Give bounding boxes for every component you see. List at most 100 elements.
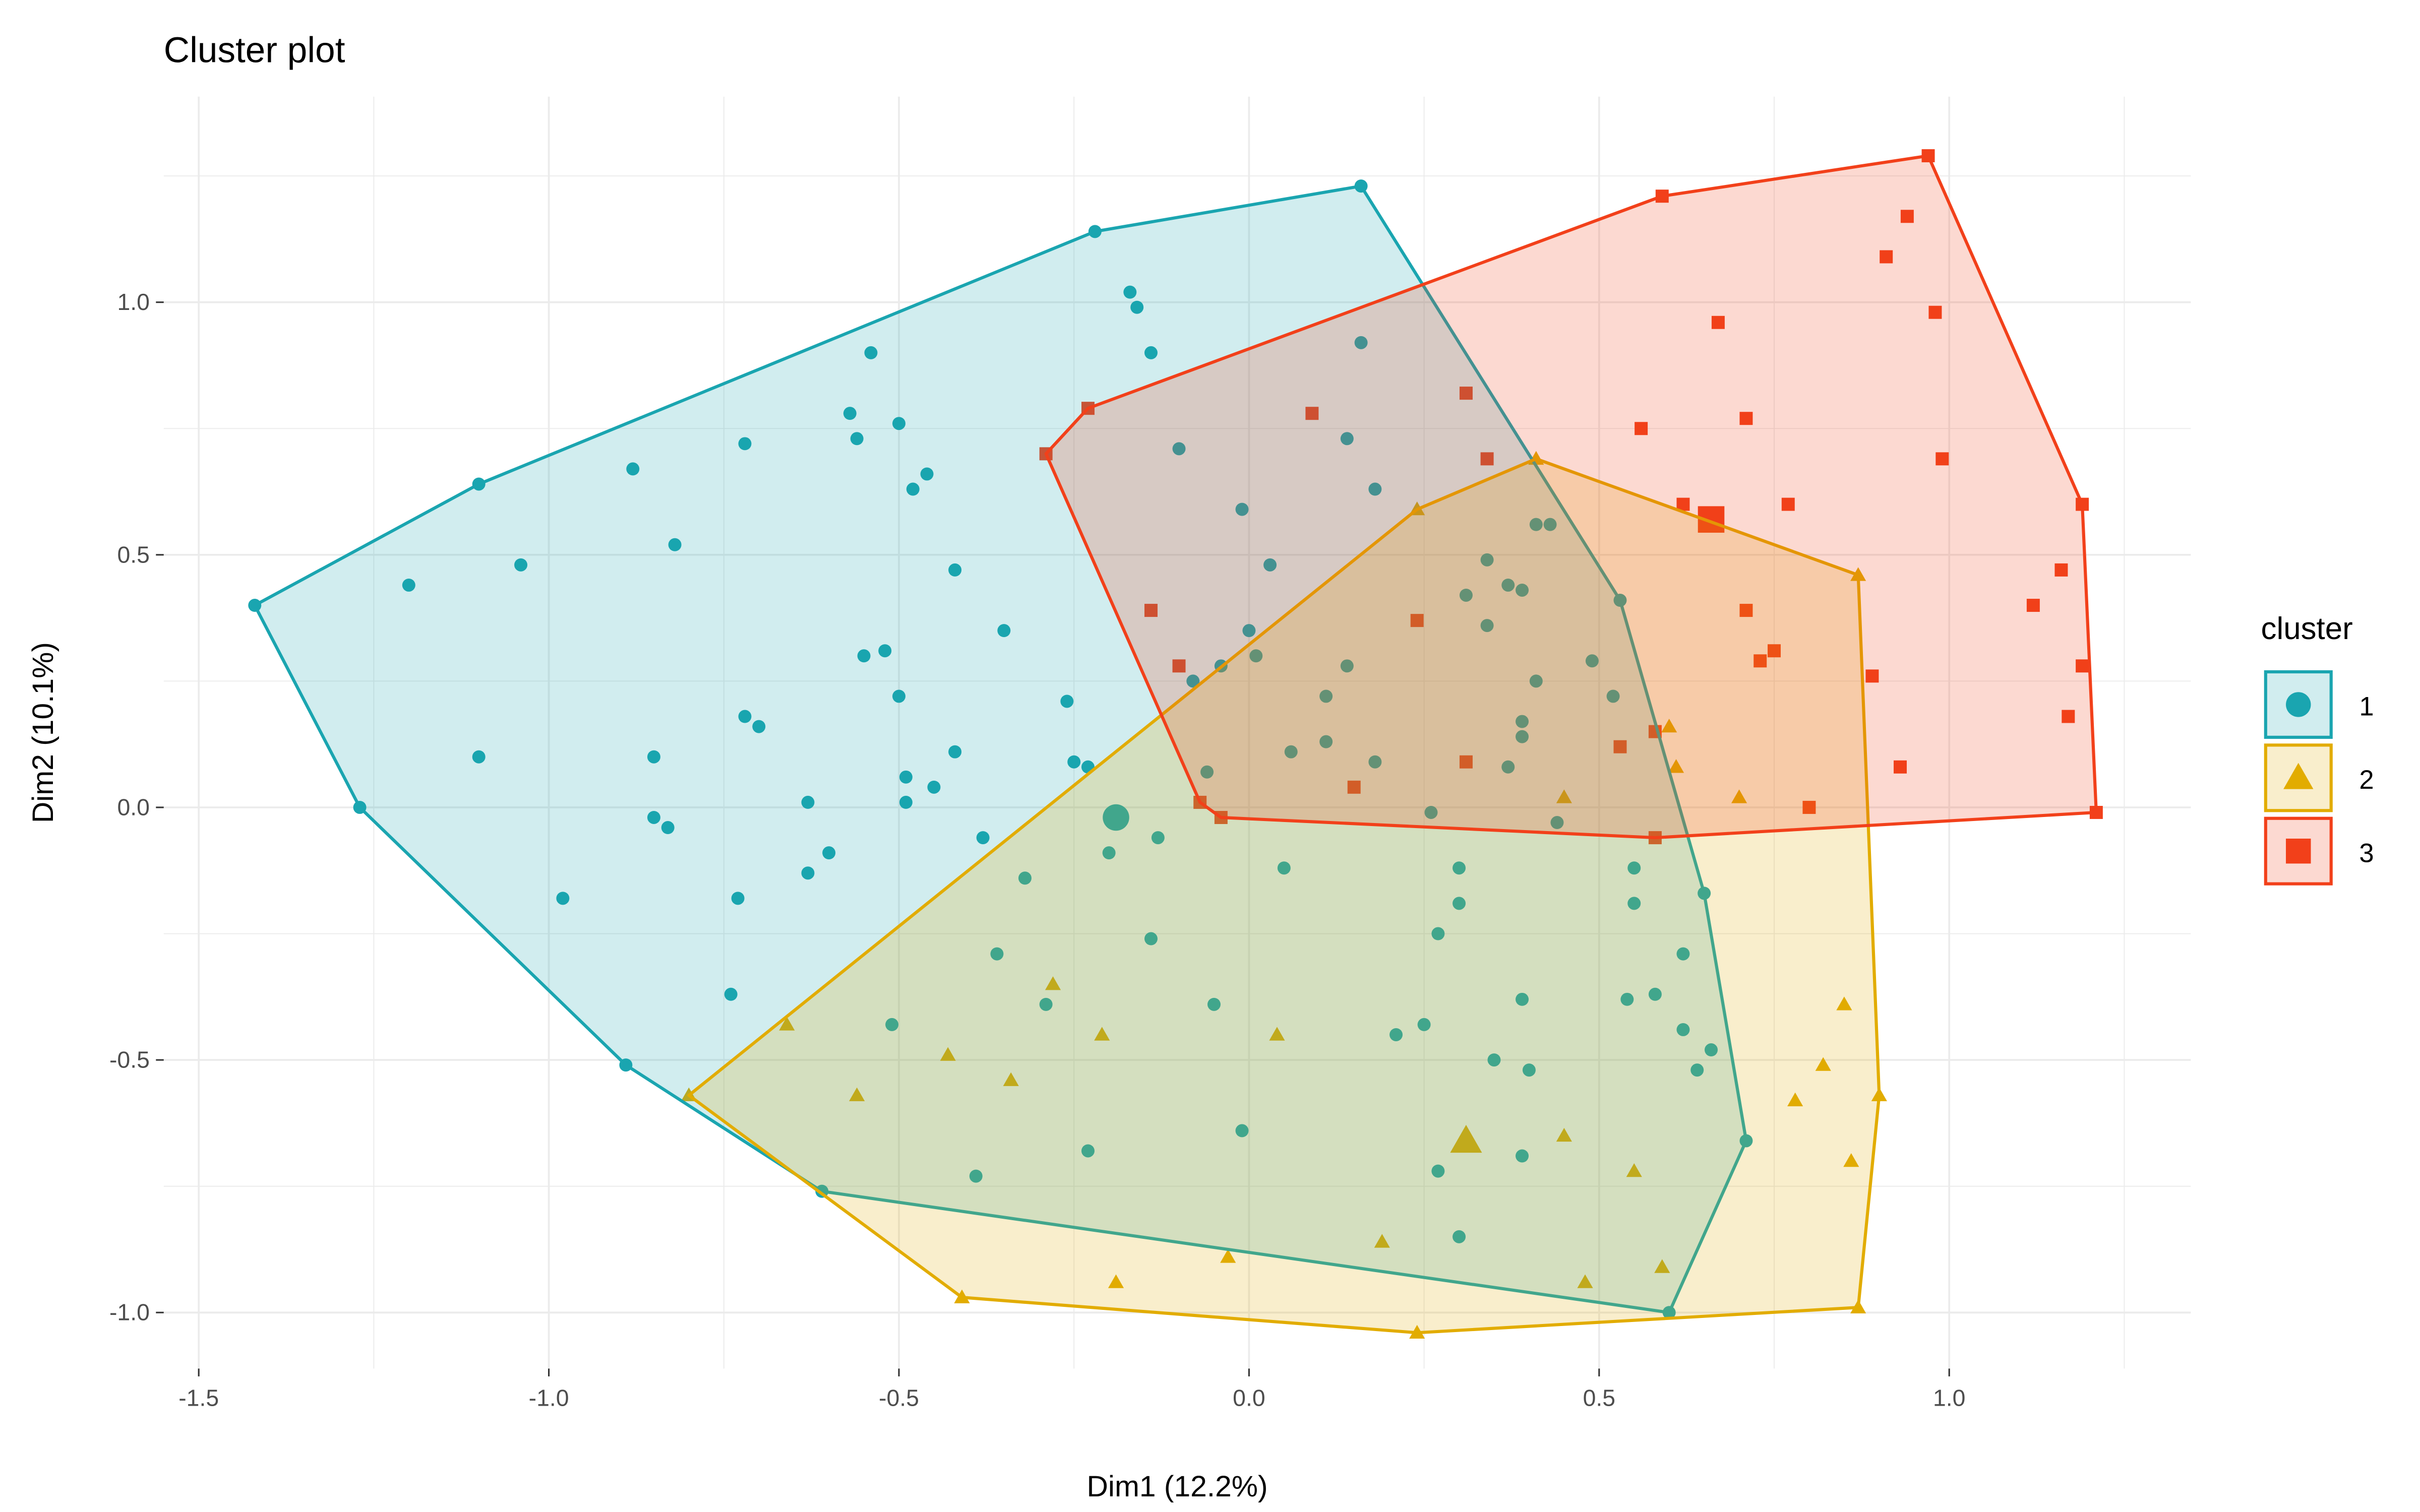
cluster-1-point	[1516, 992, 1529, 1006]
cluster-3-point	[1711, 316, 1725, 329]
cluster-3-point	[1739, 604, 1753, 617]
cluster-1-point	[1529, 674, 1543, 688]
cluster-1-point	[556, 892, 570, 905]
cluster-1-point	[801, 866, 815, 880]
cluster-1-point	[885, 1018, 899, 1031]
cluster-1-point	[1627, 897, 1641, 910]
cluster-1-point	[661, 821, 675, 835]
cluster-1-point	[1144, 932, 1158, 946]
cluster-1-point	[1529, 518, 1543, 531]
cluster-3-point	[1347, 780, 1361, 794]
legend-title: cluster	[2261, 611, 2353, 646]
cluster-2-point	[1731, 789, 1747, 803]
cluster-2-point	[1815, 1057, 1831, 1071]
cluster-1-point	[1606, 689, 1620, 703]
cluster-1-point	[1516, 1149, 1529, 1163]
cluster-1-point	[1039, 997, 1053, 1011]
cluster-1-point	[626, 462, 640, 476]
cluster-1-point	[647, 750, 660, 764]
cluster-1-point	[1453, 897, 1466, 910]
cluster-3-point	[1144, 604, 1158, 617]
cluster-2-point	[1220, 1249, 1236, 1263]
cluster-1-point	[1200, 765, 1214, 779]
y-tick-label: -1.0	[109, 1299, 150, 1326]
cluster-3-hull	[1044, 154, 2098, 840]
cluster-1-point	[1705, 1043, 1718, 1057]
cluster-1-point	[1186, 674, 1200, 688]
cluster-1-point	[864, 346, 878, 359]
legend-label-1: 1	[2359, 692, 2374, 722]
legend-symbol-2	[2283, 763, 2314, 789]
legend-symbol-3	[2286, 838, 2311, 864]
cluster-3-point	[2076, 659, 2089, 673]
cluster-1-point	[1620, 992, 1634, 1006]
cluster-1-point	[1516, 715, 1529, 728]
cluster-1-point	[1453, 861, 1466, 875]
cluster-2-point	[1108, 1274, 1124, 1288]
grid	[163, 96, 2191, 1369]
cluster-2-point	[779, 1017, 795, 1031]
cluster-1-point	[1543, 518, 1557, 531]
cluster-3-point	[1935, 452, 1949, 466]
cluster-1-point	[1676, 947, 1690, 961]
cluster-1-point	[1263, 558, 1277, 572]
cluster-3-point	[1613, 740, 1627, 753]
cluster-2-point	[1787, 1092, 1803, 1106]
cluster-1-point	[969, 1169, 983, 1183]
cluster-1-point	[976, 831, 990, 845]
cluster-1-point	[668, 538, 682, 551]
cluster-2-point	[1654, 1259, 1670, 1273]
cluster-1-point	[752, 720, 766, 733]
cluster-1-center	[1103, 804, 1129, 831]
cluster-1-point	[1242, 624, 1256, 638]
cluster-3-point	[1305, 407, 1319, 420]
cluster-2-point	[1661, 718, 1677, 733]
cluster-1-point	[647, 810, 660, 824]
cluster-2-point	[1843, 1153, 1859, 1167]
axes: -1.5 -1.0 -0.5 0.0 0.5 1.0 -1.0 -0.5 0.0 0.5 1.0	[109, 289, 1965, 1411]
cluster-3-point	[1768, 644, 1781, 658]
cluster-1-point	[1501, 578, 1515, 592]
cluster-2-hull	[687, 457, 1881, 1335]
cluster-1-point	[1550, 816, 1564, 830]
cluster-1-point	[948, 745, 962, 759]
cluster-2-point	[1003, 1072, 1019, 1086]
cluster-1-point	[1144, 346, 1158, 359]
cluster-2-point	[1556, 1127, 1572, 1142]
cluster-1-point	[738, 710, 752, 723]
cluster-1-point	[1417, 1018, 1431, 1031]
cluster-1-point	[731, 892, 745, 905]
cluster-1-point	[1459, 589, 1473, 602]
x-axis-label: Dim1 (12.2%)	[1086, 1470, 1267, 1503]
cluster-3-point	[1781, 497, 1795, 511]
cluster-1-point	[1284, 745, 1298, 759]
cluster-2-point	[1269, 1027, 1285, 1041]
cluster-2-point	[1094, 1027, 1110, 1041]
legend: cluster 1 2 3	[2261, 611, 2374, 886]
cluster-1-point	[899, 770, 913, 784]
legend-label-2: 2	[2359, 765, 2374, 795]
cluster-3-point	[1753, 654, 1767, 668]
cluster-1-point	[1249, 649, 1263, 663]
cluster-2-point	[1836, 996, 1852, 1011]
cluster-1-point	[1081, 1144, 1095, 1158]
cluster-1-point	[1585, 654, 1599, 668]
cluster-1-point	[1516, 730, 1529, 743]
cluster-1-point	[1676, 1023, 1690, 1036]
cluster-2-point	[940, 1047, 956, 1061]
cluster-3-point	[1880, 250, 1893, 264]
y-tick-label: 0.0	[117, 794, 149, 820]
cluster-1-point	[1627, 861, 1641, 875]
x-tick-label: -0.5	[879, 1385, 919, 1411]
cluster-1-point	[1431, 927, 1445, 940]
cluster-3-point	[1480, 452, 1494, 466]
cluster-1-point	[1151, 831, 1165, 845]
cluster-1-point	[1453, 1230, 1466, 1243]
cluster-1-point	[1389, 1028, 1403, 1041]
cluster-1-point	[906, 482, 920, 496]
cluster-1-point	[899, 795, 913, 809]
cluster-1-point	[878, 644, 892, 658]
cluster-1-point	[1018, 871, 1032, 885]
cluster-1-point	[801, 795, 815, 809]
